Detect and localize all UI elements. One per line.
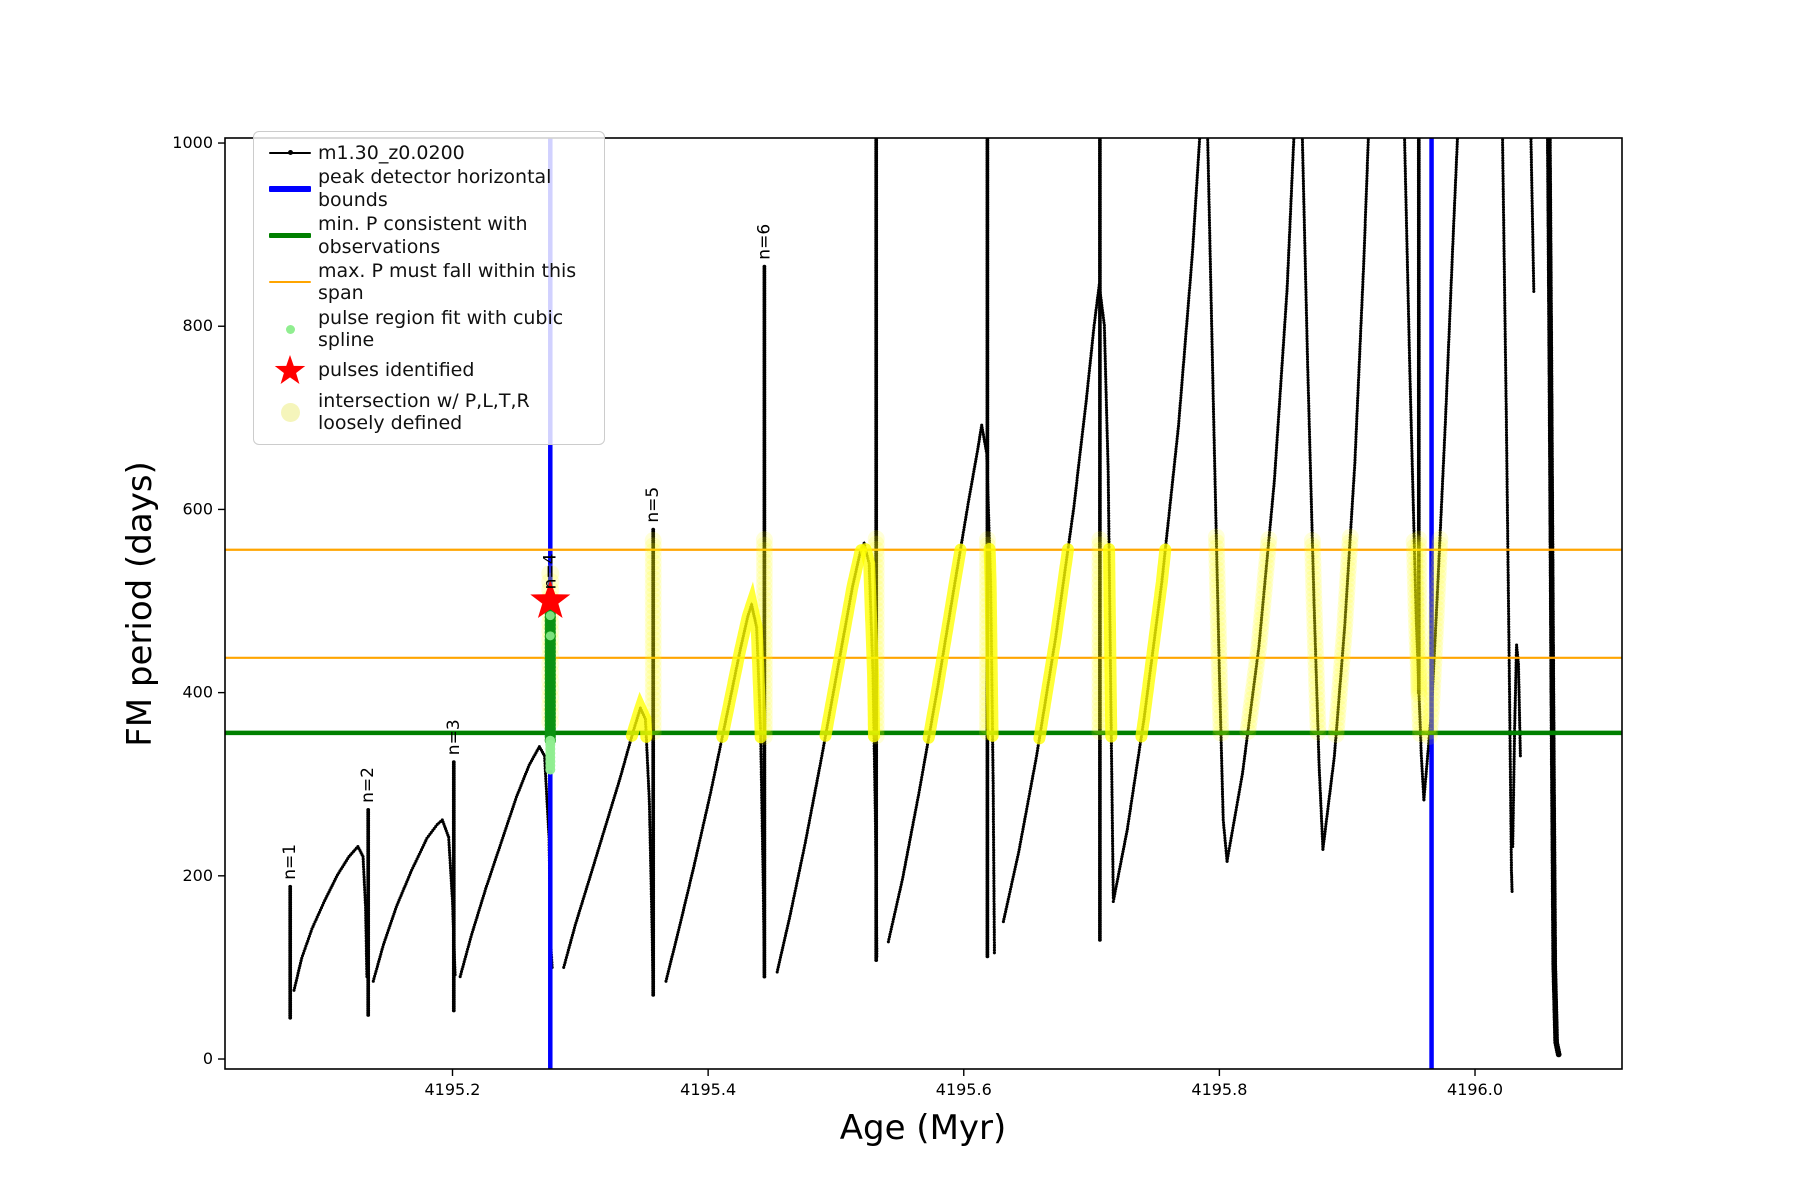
legend-label: pulse region fit with cubic spline <box>318 306 564 352</box>
peak-label: n=5 <box>643 487 663 523</box>
peak-label: n=6 <box>754 224 774 260</box>
bright-highlight-run <box>716 581 767 744</box>
series-segment <box>562 705 654 991</box>
legend-item-series: m1.30_z0.0200 <box>262 142 594 164</box>
series-segment <box>372 818 456 982</box>
bright-highlight-run <box>1103 543 1118 743</box>
legend-label: max. P must fall within this span <box>318 260 577 305</box>
plot-frame <box>224 137 1623 1070</box>
lightgreen-dot-icon <box>262 324 318 334</box>
y-tick-label: 400 <box>182 683 213 702</box>
x-tick-label: 4195.2 <box>425 1080 481 1099</box>
orange-line-icon <box>262 281 318 284</box>
x-axis-label: Age (Myr) <box>839 1108 1007 1148</box>
peak-label: n=4 <box>540 554 560 590</box>
bright-highlight-run <box>983 543 999 742</box>
x-tick-label: 4196.0 <box>1447 1080 1503 1099</box>
series-segment <box>293 845 368 991</box>
peak-label: n=2 <box>358 767 378 803</box>
x-tick-label: 4195.4 <box>680 1080 736 1099</box>
legend-item-spline: pulse region fit with cubic spline <box>262 307 594 352</box>
peak-annotations: n=1 n=2 n=3 n=4 n=5 n=6 <box>280 224 774 880</box>
legend-item-peak-bounds: peak detector horizontal bounds <box>262 166 594 211</box>
legend-label: m1.30_z0.0200 <box>318 142 465 164</box>
red-star-icon <box>262 354 318 388</box>
legend-item-max-p: max. P must fall within this span <box>262 260 594 305</box>
y-tick-label: 200 <box>182 866 213 885</box>
legend-item-pulses: pulses identified <box>262 354 594 388</box>
bright-highlight-run <box>859 543 880 743</box>
legend-label: min. P consistent with observations <box>318 213 528 258</box>
peak-label: n=3 <box>444 719 464 755</box>
legend: m1.30_z0.0200 peak detector horizontal b… <box>253 131 605 446</box>
bright-yellow-highlight <box>625 543 1172 745</box>
axes-ticks: 4195.2 4195.4 4195.6 4195.8 4196.0 0 200 400 600… <box>172 133 1503 1099</box>
y-tick-label: 600 <box>182 499 213 518</box>
legend-label: peak detector horizontal bounds <box>318 166 552 211</box>
series-segment <box>459 745 553 977</box>
legend-label: intersection w/ P,L,T,R loosely defined <box>318 389 530 435</box>
legend-item-min-p: min. P consistent with observations <box>262 213 594 258</box>
peak-label: n=1 <box>280 844 300 880</box>
legend-label: pulses identified <box>318 359 475 382</box>
y-tick-label: 1000 <box>172 133 213 152</box>
y-tick-label: 0 <box>203 1049 213 1068</box>
x-tick-label: 4195.6 <box>936 1080 992 1099</box>
bright-highlight-run <box>922 543 967 744</box>
y-tick-label: 800 <box>182 316 213 335</box>
green-line-icon <box>262 233 318 239</box>
pulse-star <box>530 580 571 618</box>
bright-highlight-run <box>819 544 868 742</box>
series-line-icon <box>262 150 318 156</box>
series-segment <box>1226 138 1295 862</box>
paleyellow-dot-icon <box>262 402 318 422</box>
bright-highlight-run <box>625 691 653 743</box>
legend-item-intersection: intersection w/ P,L,T,R loosely defined <box>262 390 594 435</box>
pulse-markers <box>530 580 571 775</box>
series-segment <box>1112 138 1201 902</box>
bright-highlight-run <box>1033 543 1074 745</box>
y-axis-label: FM period (days) <box>120 461 160 747</box>
pale-yellow-highlight <box>541 528 1449 745</box>
blue-line-icon <box>262 185 318 192</box>
bright-highlight-run <box>1135 543 1172 743</box>
x-tick-label: 4195.8 <box>1191 1080 1247 1099</box>
